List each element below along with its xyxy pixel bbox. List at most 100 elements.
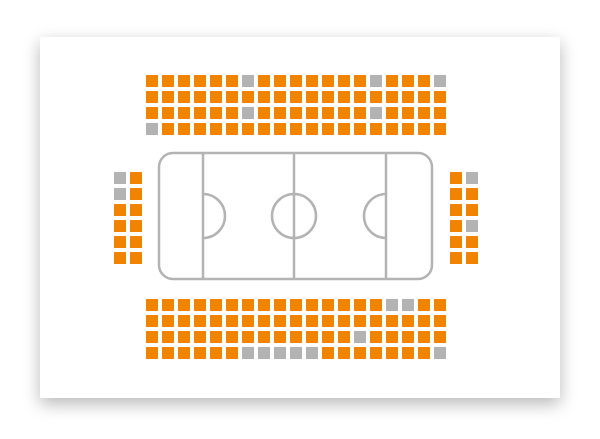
seat[interactable] [370, 331, 382, 343]
seat[interactable] [210, 331, 222, 343]
seat[interactable] [290, 347, 302, 359]
seat[interactable] [306, 75, 318, 87]
seat[interactable] [290, 331, 302, 343]
seat[interactable] [274, 347, 286, 359]
seat[interactable] [338, 331, 350, 343]
seat[interactable] [386, 331, 398, 343]
seat[interactable] [290, 75, 302, 87]
seat[interactable] [386, 91, 398, 103]
seat[interactable] [130, 220, 142, 232]
seat[interactable] [418, 299, 430, 311]
seat[interactable] [130, 172, 142, 184]
seat[interactable] [418, 91, 430, 103]
seat[interactable] [146, 347, 158, 359]
seat[interactable] [210, 347, 222, 359]
seat[interactable] [130, 188, 142, 200]
seat[interactable] [178, 331, 190, 343]
seat[interactable] [130, 236, 142, 248]
seat[interactable] [146, 107, 158, 119]
seat[interactable] [194, 299, 206, 311]
seat[interactable] [178, 315, 190, 327]
seat[interactable] [370, 91, 382, 103]
seat[interactable] [450, 188, 462, 200]
seat[interactable] [354, 315, 366, 327]
seat[interactable] [242, 107, 254, 119]
seat[interactable] [322, 331, 334, 343]
seat[interactable] [226, 331, 238, 343]
seat[interactable] [434, 299, 446, 311]
seat[interactable] [466, 252, 478, 264]
seat[interactable] [450, 172, 462, 184]
seat[interactable] [338, 123, 350, 135]
seat[interactable] [146, 299, 158, 311]
seat[interactable] [290, 315, 302, 327]
seat[interactable] [338, 91, 350, 103]
seat[interactable] [434, 123, 446, 135]
seat[interactable] [258, 347, 270, 359]
seat[interactable] [402, 331, 414, 343]
seat[interactable] [130, 252, 142, 264]
seat[interactable] [258, 107, 270, 119]
seat[interactable] [258, 91, 270, 103]
seat[interactable] [274, 91, 286, 103]
seat[interactable] [418, 123, 430, 135]
seat[interactable] [466, 236, 478, 248]
seat[interactable] [258, 299, 270, 311]
seat[interactable] [466, 172, 478, 184]
seat[interactable] [274, 331, 286, 343]
seat[interactable] [306, 299, 318, 311]
seat[interactable] [290, 91, 302, 103]
seat[interactable] [146, 123, 158, 135]
seat[interactable] [386, 347, 398, 359]
seat[interactable] [226, 123, 238, 135]
seat[interactable] [114, 204, 126, 216]
seat[interactable] [354, 75, 366, 87]
seat[interactable] [226, 315, 238, 327]
seat[interactable] [402, 91, 414, 103]
seat[interactable] [242, 315, 254, 327]
seat[interactable] [322, 315, 334, 327]
seat[interactable] [450, 252, 462, 264]
seat[interactable] [194, 331, 206, 343]
seat[interactable] [226, 107, 238, 119]
seat[interactable] [242, 331, 254, 343]
seat[interactable] [226, 347, 238, 359]
seat[interactable] [354, 123, 366, 135]
seat[interactable] [290, 123, 302, 135]
seat[interactable] [354, 107, 366, 119]
seat[interactable] [370, 75, 382, 87]
seat[interactable] [226, 299, 238, 311]
seat[interactable] [178, 347, 190, 359]
seat[interactable] [242, 299, 254, 311]
seat[interactable] [338, 107, 350, 119]
seat[interactable] [274, 299, 286, 311]
seat[interactable] [258, 331, 270, 343]
seat[interactable] [210, 123, 222, 135]
seat[interactable] [114, 188, 126, 200]
seat[interactable] [114, 252, 126, 264]
seat[interactable] [306, 107, 318, 119]
seat[interactable] [402, 347, 414, 359]
seat[interactable] [162, 123, 174, 135]
seat[interactable] [370, 299, 382, 311]
seat[interactable] [386, 107, 398, 119]
seat[interactable] [194, 347, 206, 359]
seat[interactable] [370, 347, 382, 359]
seat[interactable] [210, 107, 222, 119]
seat[interactable] [242, 347, 254, 359]
seat[interactable] [450, 220, 462, 232]
seat[interactable] [162, 107, 174, 119]
seat[interactable] [178, 91, 190, 103]
seat[interactable] [194, 123, 206, 135]
seat[interactable] [434, 347, 446, 359]
seat[interactable] [418, 315, 430, 327]
seat[interactable] [402, 299, 414, 311]
seat[interactable] [306, 315, 318, 327]
seat[interactable] [386, 299, 398, 311]
seat[interactable] [306, 123, 318, 135]
seat[interactable] [466, 204, 478, 216]
seat[interactable] [194, 315, 206, 327]
seat[interactable] [290, 299, 302, 311]
seat[interactable] [322, 75, 334, 87]
seat[interactable] [338, 75, 350, 87]
